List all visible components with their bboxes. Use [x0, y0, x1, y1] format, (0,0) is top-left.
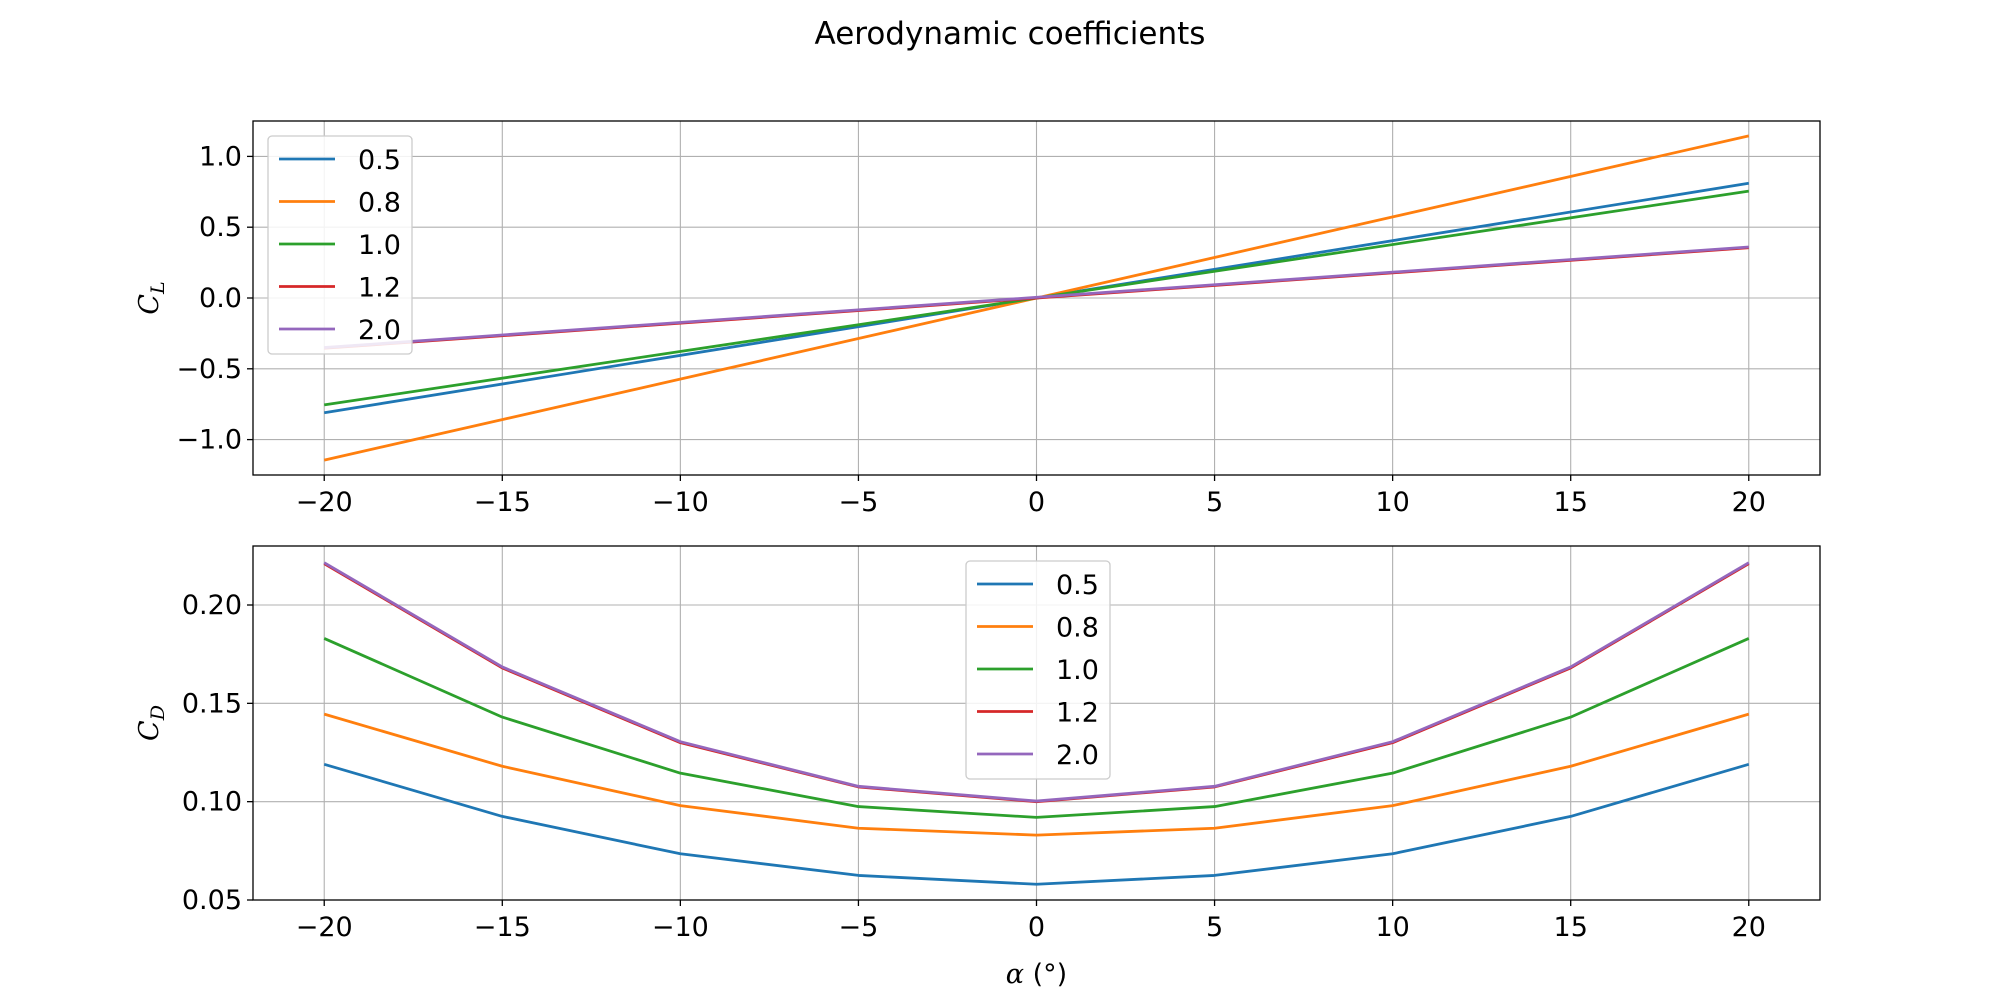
legend-label-0.8: 0.8 — [1056, 613, 1099, 644]
legend-box — [965, 560, 1111, 780]
series-line-0.5 — [323, 762, 1750, 886]
x-tick-label: 0 — [1028, 912, 1045, 943]
x-tick-label: 15 — [1554, 487, 1588, 518]
x-tick-label: −20 — [296, 912, 353, 943]
legend-label-0.5: 0.5 — [358, 145, 401, 176]
x-tick-label: −15 — [474, 487, 531, 518]
x-tick-label: 10 — [1375, 487, 1409, 518]
y-axis-label: CL — [134, 281, 169, 314]
lift-coefficient-axes: −20 −15 −10 −5 0 5 10 15 20 −1.0 −0.5 0.0 0.5 1.0 CL 0.… — [134, 120, 1821, 518]
y-tick-label: −0.5 — [176, 354, 242, 385]
y-tick-label: 0.10 — [182, 787, 242, 818]
x-tick-label: 20 — [1732, 912, 1766, 943]
x-tick-label: 20 — [1732, 487, 1766, 518]
series-line-2.0 — [323, 561, 1750, 803]
x-tick-label: −10 — [652, 487, 709, 518]
y-tick-label: −1.0 — [176, 425, 242, 456]
drag-coefficient-axes: −20 −15 −10 −5 0 5 10 15 20 0.05 0.10 0.15 0.20 CD α (… — [134, 545, 1821, 990]
x-tick-label: 15 — [1554, 912, 1588, 943]
x-tick-label: −20 — [296, 487, 353, 518]
legend-label-2.0: 2.0 — [358, 315, 401, 346]
legend-box — [267, 135, 413, 355]
series-line-1.0 — [323, 637, 1750, 819]
x-tick-label: −5 — [839, 912, 879, 943]
series-group — [323, 561, 1750, 886]
y-tick-label: 0.05 — [182, 885, 242, 916]
legend-label-1.0: 1.0 — [358, 230, 401, 261]
legend-label-1.2: 1.2 — [358, 273, 401, 304]
y-tick-label: 0.15 — [182, 688, 242, 719]
y-tick-label: 0.20 — [182, 590, 242, 621]
series-line-2.0 — [324, 245, 1749, 349]
figure-title: Aerodynamic coefficients — [815, 16, 1206, 52]
x-tick-label: −10 — [652, 912, 709, 943]
legend: 0.5 0.8 1.0 1.2 2.0 — [267, 135, 413, 355]
series-group — [323, 134, 1750, 462]
y-tick-label: 0.0 — [199, 283, 242, 314]
x-tick-label: −5 — [839, 487, 879, 518]
x-tick-label: −15 — [474, 912, 531, 943]
x-axis-label: α (°) — [1006, 959, 1067, 990]
legend-label-1.2: 1.2 — [1056, 698, 1099, 729]
legend-label-2.0: 2.0 — [1056, 740, 1099, 771]
legend-label-0.5: 0.5 — [1056, 570, 1099, 601]
x-tick-label: 5 — [1206, 912, 1223, 943]
legend-label-0.8: 0.8 — [358, 188, 401, 219]
y-tick-label: 1.0 — [199, 141, 242, 172]
x-tick-label: 10 — [1375, 912, 1409, 943]
legend: 0.5 0.8 1.0 1.2 2.0 — [965, 560, 1111, 780]
y-tick-label: 0.5 — [199, 212, 242, 243]
series-line-0.8 — [323, 712, 1750, 837]
legend-label-1.0: 1.0 — [1056, 655, 1099, 686]
x-tick-label: 5 — [1206, 487, 1223, 518]
y-axis-label: CD — [134, 705, 169, 741]
x-tick-label: 0 — [1028, 487, 1045, 518]
